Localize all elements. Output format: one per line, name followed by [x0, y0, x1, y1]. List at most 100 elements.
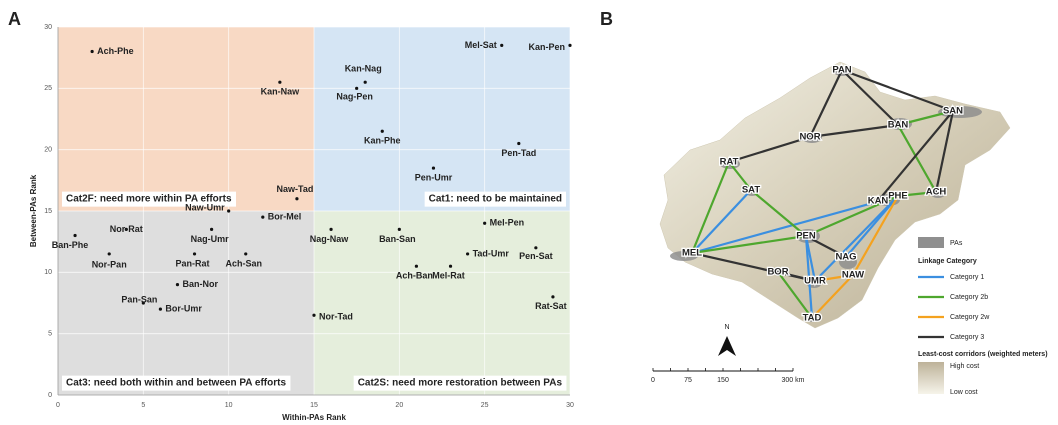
pa-label: PHE: [888, 191, 908, 202]
scale-label: 0: [651, 377, 655, 384]
point: [432, 166, 435, 169]
point: [415, 265, 418, 268]
point-label: Kan-Phe: [364, 136, 401, 146]
pa-label: NOR: [799, 132, 820, 143]
x-tick-label: 30: [566, 402, 574, 409]
x-tick-label: 5: [141, 402, 145, 409]
point: [381, 130, 384, 133]
point-label: Nor-Pan: [92, 259, 127, 269]
terrain: [660, 62, 1010, 328]
point-label: Nag-Umr: [191, 234, 230, 244]
point: [517, 142, 520, 145]
point-label: Nag-Pen: [336, 92, 373, 102]
scale-label: 150: [717, 377, 729, 384]
point-label: Pan-Rat: [176, 258, 210, 268]
x-tick-label: 0: [56, 402, 60, 409]
point: [278, 81, 281, 84]
point-label: Naw-Tad: [277, 184, 314, 194]
point: [483, 222, 486, 225]
point: [329, 228, 332, 231]
point-label: Ban-San: [379, 234, 416, 244]
pa-label: RAT: [720, 157, 739, 168]
scale-label: 75: [684, 377, 692, 384]
legend-title: Linkage Category: [918, 258, 977, 265]
pa-label: ACH: [926, 187, 947, 198]
point: [91, 50, 94, 53]
point-label: Kan-Naw: [261, 87, 301, 97]
pa-label: SAT: [742, 185, 760, 196]
point: [193, 252, 196, 255]
legend-label: Category 1: [950, 274, 984, 281]
scale-label: 300 km: [782, 377, 805, 384]
point: [364, 81, 367, 84]
pa-label: MEL: [682, 248, 702, 259]
cost-ramp: [918, 362, 944, 394]
legend-pa-swatch: [918, 237, 944, 248]
point-label: Ban-Nor: [182, 279, 218, 289]
point-label: Nor-Rat: [110, 224, 143, 234]
y-tick-label: 0: [48, 392, 52, 399]
legend-title: Least-cost corridors (weighted meters): [918, 351, 1048, 358]
point: [244, 252, 247, 255]
point-label: Ach-Ban: [396, 271, 433, 281]
point-label: Kan-Pen: [528, 42, 565, 52]
x-tick-label: 20: [395, 402, 403, 409]
pa-label: NAG: [835, 252, 856, 263]
panel-label: B: [600, 9, 613, 29]
point: [261, 216, 264, 219]
x-tick-label: 15: [310, 402, 318, 409]
point-label: Ach-Phe: [97, 46, 134, 56]
y-axis-title: Between-PAs Rank: [29, 174, 38, 247]
point-label: Ban-Phe: [52, 240, 89, 250]
point-label: Pen-Umr: [415, 172, 453, 182]
point: [312, 314, 315, 317]
point: [73, 234, 76, 237]
point: [210, 228, 213, 231]
point: [449, 265, 452, 268]
point-label: Pan-San: [121, 294, 157, 304]
point-label: Ach-San: [225, 258, 262, 268]
x-tick-label: 25: [481, 402, 489, 409]
legend-label: PAs: [950, 240, 963, 247]
point-label: Nor-Tad: [319, 312, 353, 322]
y-tick-label: 20: [44, 147, 52, 154]
point-label: Nag-Naw: [310, 234, 350, 244]
legend-label: Category 2b: [950, 294, 988, 301]
quadrant-label: Cat3: need both within and between PA ef…: [66, 378, 286, 389]
point-label: Bor-Mel: [268, 212, 302, 222]
quadrant-label: Cat1: need to be maintained: [429, 194, 562, 205]
north-label: N: [724, 324, 729, 331]
point: [295, 197, 298, 200]
point-label: Mel-Pen: [490, 218, 525, 228]
point: [176, 283, 179, 286]
quadrant: [314, 27, 570, 211]
point: [108, 252, 111, 255]
x-axis-title: Within-PAs Rank: [282, 413, 346, 422]
panel-b: BPANNORBANSANRATSATKANPHEACHMELPENNAGNAW…: [600, 9, 1048, 396]
y-tick-label: 10: [44, 269, 52, 276]
point: [551, 295, 554, 298]
point-label: Naw-Umr: [185, 202, 225, 212]
quadrant-label: Cat2S: need more restoration between PAs: [358, 378, 563, 389]
legend-label: Category 3: [950, 334, 984, 341]
y-tick-label: 15: [44, 208, 52, 215]
y-tick-label: 5: [48, 331, 52, 338]
point-label: Pen-Tad: [501, 148, 536, 158]
legend-label: High cost: [950, 363, 979, 370]
figure: A 0 5 10 15 20 25 30 0 5 10 15 20 25 30 Within-PAs Rank…: [0, 0, 1058, 425]
y-tick-label: 25: [44, 85, 52, 92]
pa-label: KAN: [868, 196, 889, 207]
point-label: Bor-Umr: [165, 304, 202, 314]
point-label: Mel-Sat: [465, 40, 497, 50]
legend-label: Low cost: [950, 389, 978, 396]
legend-label: Category 2w: [950, 314, 990, 321]
point-label: Kan-Nag: [345, 64, 382, 74]
panel-label: A: [8, 9, 21, 29]
pa-label: BAN: [888, 120, 909, 131]
x-tick-label: 10: [225, 402, 233, 409]
point: [568, 44, 571, 47]
y-tick-label: 30: [44, 24, 52, 31]
quadrant: [314, 211, 570, 395]
point: [159, 308, 162, 311]
point: [500, 44, 503, 47]
